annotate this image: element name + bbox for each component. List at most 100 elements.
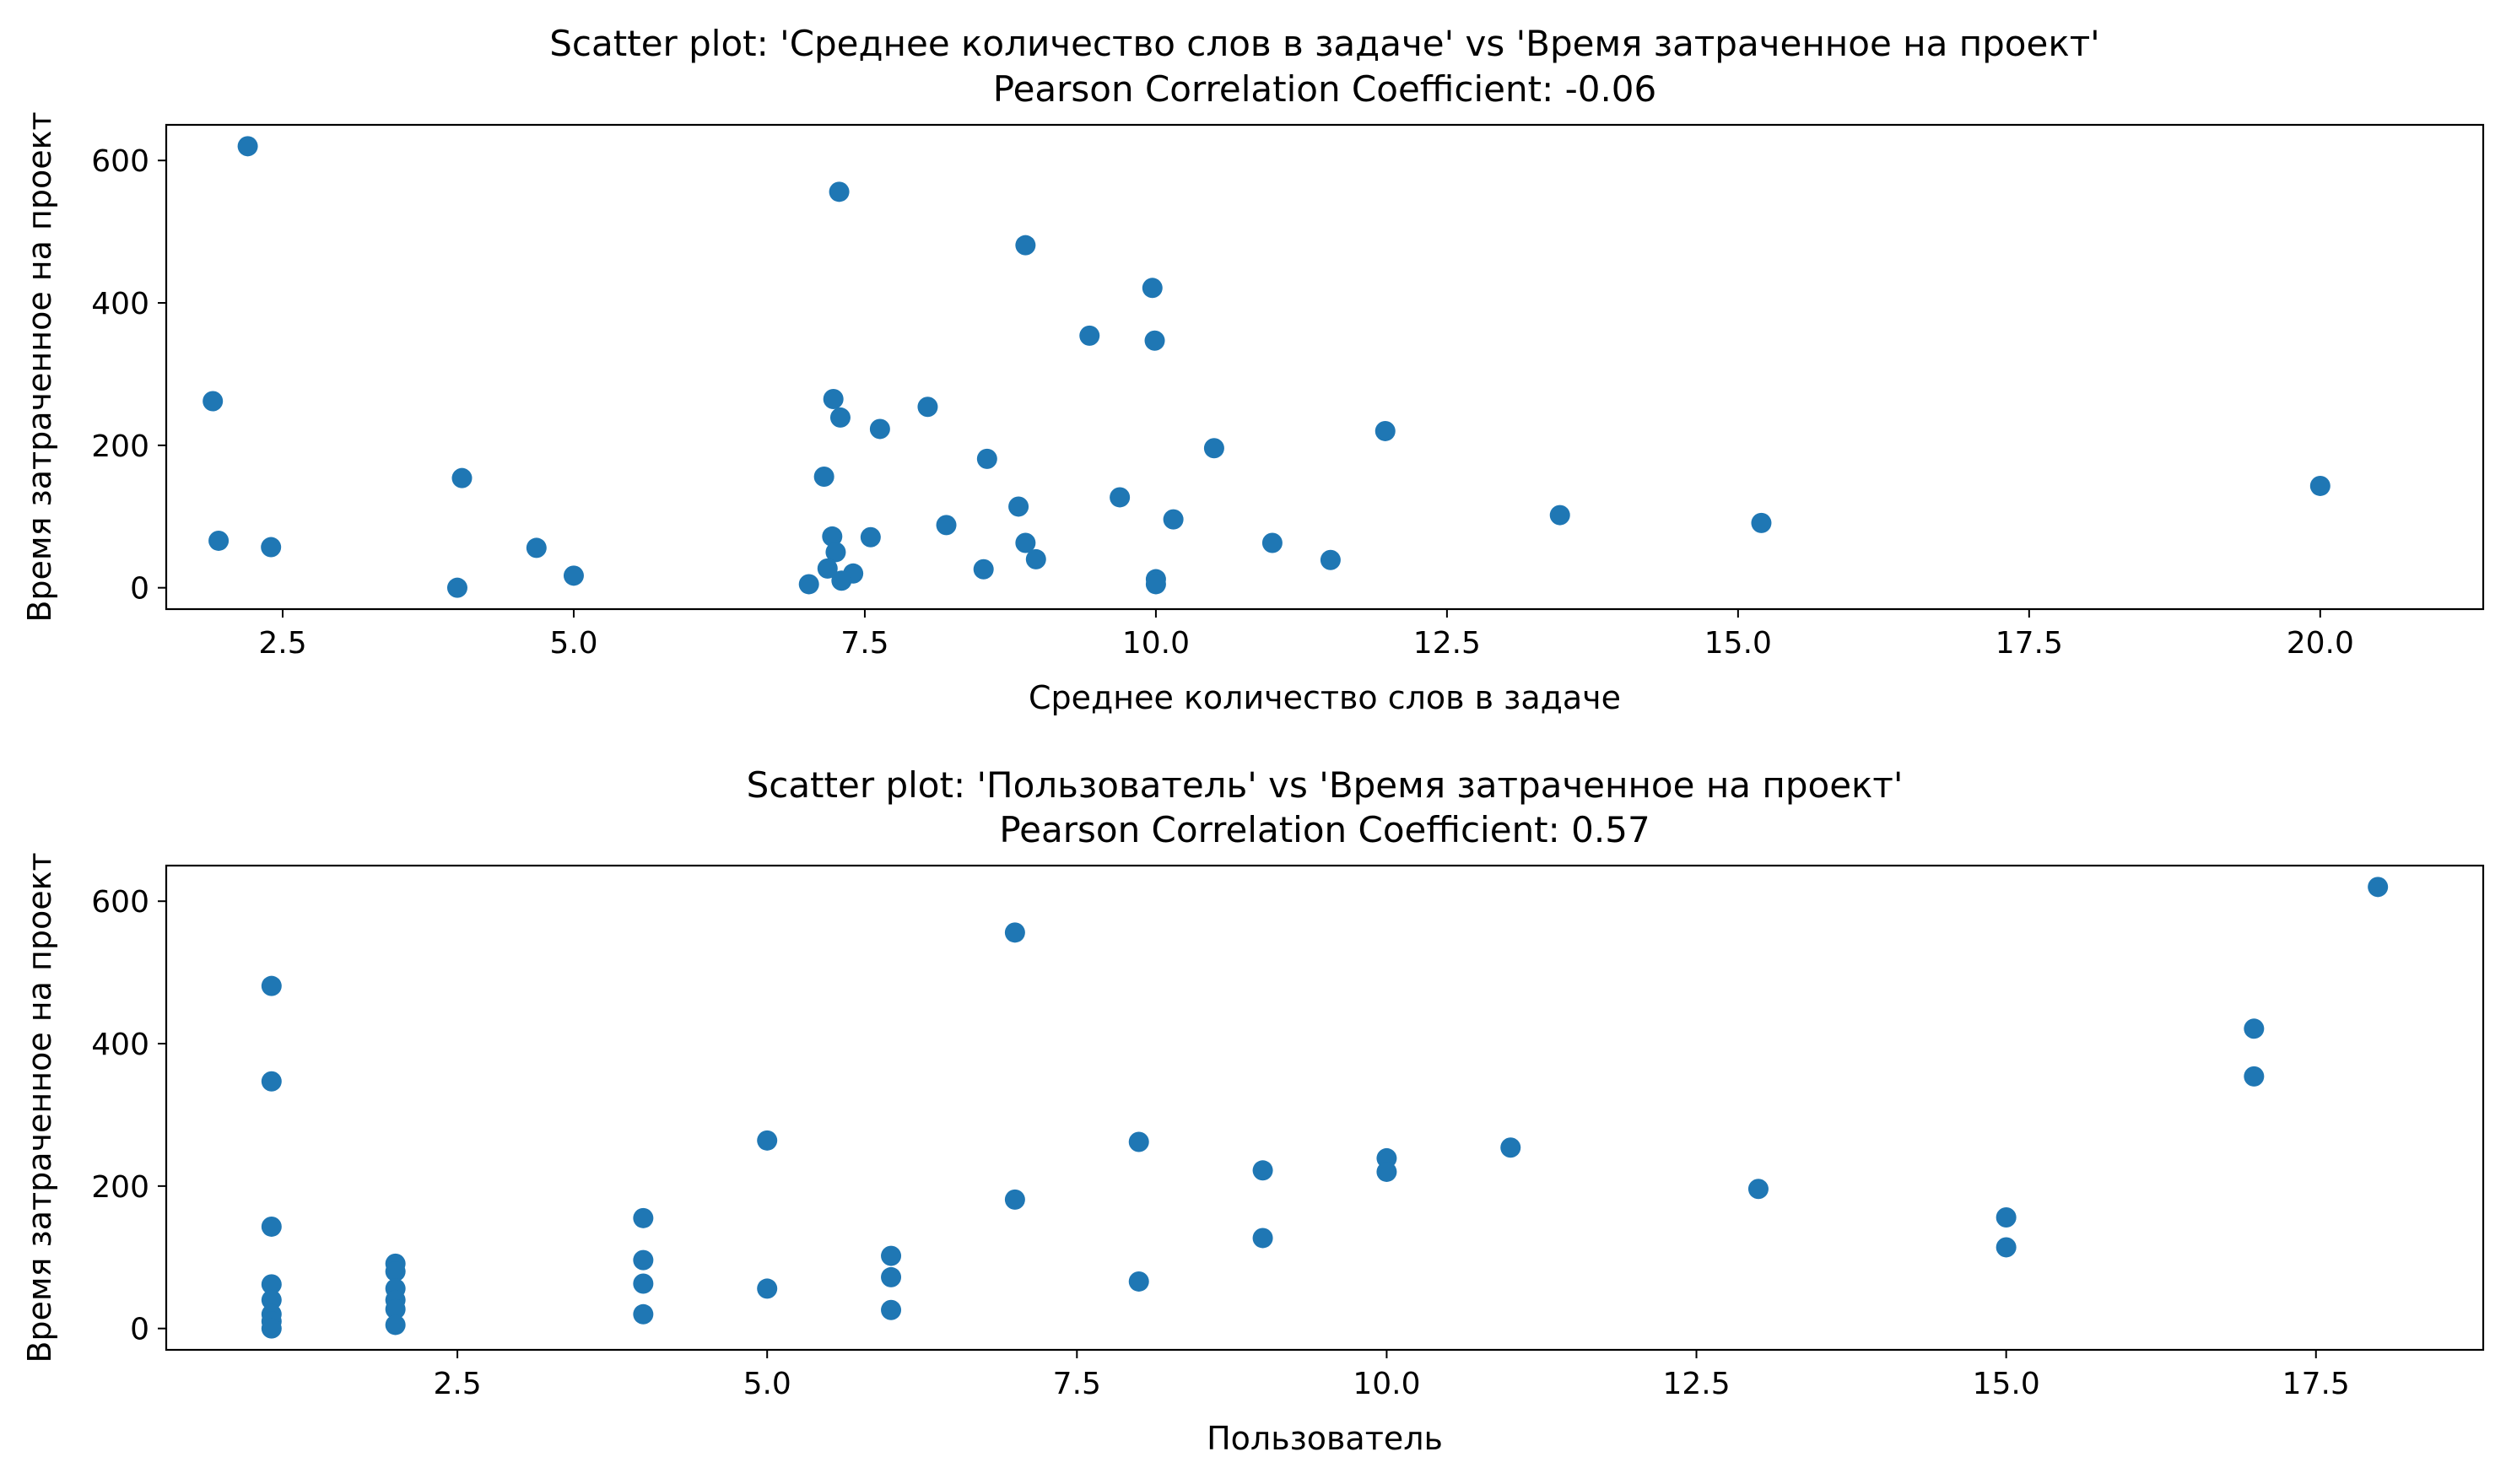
data-point <box>2368 877 2389 898</box>
data-point <box>1128 1271 1149 1292</box>
y-axis-label: Время затраченное на проект <box>21 852 58 1363</box>
data-point <box>881 1245 902 1266</box>
data-point <box>1996 1206 2017 1228</box>
data-point <box>881 1266 902 1287</box>
data-point <box>1252 1160 1273 1181</box>
x-tick-label: 17.5 <box>2282 1367 2350 1401</box>
data-point <box>881 1299 902 1320</box>
x-axis-label: Среднее количество слов в задаче <box>1029 679 1621 716</box>
data-point <box>869 418 890 440</box>
scatter-points <box>203 136 2330 598</box>
data-point <box>526 537 547 559</box>
data-point <box>385 1261 406 1282</box>
x-tick-label: 10.0 <box>1122 626 1190 661</box>
data-point <box>829 407 851 428</box>
y-tick-label: 200 <box>91 1170 149 1205</box>
data-point <box>261 1216 282 1237</box>
data-point <box>2309 475 2330 496</box>
chart-subtitle: Pearson Correlation Coefficient: -0.06 <box>993 68 1657 110</box>
y-tick-label: 600 <box>91 885 149 920</box>
data-point <box>757 1278 778 1299</box>
x-axis-ticks: 2.5 5.0 7.5 10.0 12.5 15.0 17.5 20.0 <box>258 609 2354 661</box>
x-tick-label: 12.5 <box>1413 626 1481 661</box>
x-tick-label: 2.5 <box>258 626 306 661</box>
x-tick-label: 2.5 <box>433 1367 481 1401</box>
y-tick-label: 400 <box>91 1028 149 1062</box>
data-point <box>1004 1189 1025 1210</box>
x-tick-label: 10.0 <box>1353 1367 1420 1401</box>
data-point <box>1996 1237 2017 1258</box>
data-point <box>261 1318 282 1339</box>
data-point <box>973 559 994 580</box>
data-point <box>1163 509 1184 530</box>
data-point <box>1320 549 1341 570</box>
data-point <box>1025 548 1046 569</box>
chart-subtitle: Pearson Correlation Coefficient: 0.57 <box>999 809 1650 850</box>
x-axis-ticks: 2.5 5.0 7.5 10.0 12.5 15.0 17.5 <box>433 1350 2350 1401</box>
data-point <box>831 570 852 591</box>
chart-title: Scatter plot: 'Среднее количество слов в… <box>549 23 2099 64</box>
y-tick-label: 0 <box>130 1313 149 1347</box>
data-point <box>1549 505 1570 526</box>
data-point <box>633 1273 654 1294</box>
data-point <box>261 537 282 558</box>
data-point <box>633 1249 654 1271</box>
data-point <box>1500 1137 1521 1158</box>
data-point <box>261 1071 282 1092</box>
data-point <box>822 526 843 547</box>
data-point <box>563 565 584 586</box>
x-tick-label: 7.5 <box>840 626 888 661</box>
data-point <box>1015 532 1036 553</box>
y-axis-ticks: 0 200 400 600 <box>91 144 166 607</box>
data-point <box>1261 532 1283 553</box>
data-point <box>2244 1066 2265 1087</box>
data-point <box>757 1130 778 1151</box>
data-point <box>451 467 473 488</box>
data-point <box>1110 487 1131 508</box>
scatter-panel-words-vs-time: Scatter plot: 'Среднее количество слов в… <box>21 23 2485 716</box>
data-point <box>2244 1018 2265 1039</box>
data-point <box>1142 278 1163 299</box>
x-tick-label: 12.5 <box>1662 1367 1730 1401</box>
data-point <box>825 542 846 563</box>
data-point <box>385 1314 406 1336</box>
x-tick-label: 15.0 <box>1704 626 1772 661</box>
x-tick-label: 20.0 <box>2287 626 2354 661</box>
data-point <box>817 558 838 579</box>
data-point <box>1144 330 1165 351</box>
data-point <box>1004 922 1025 943</box>
data-point <box>1008 496 1029 517</box>
data-point <box>1747 1179 1769 1200</box>
data-point <box>203 391 224 412</box>
data-point <box>1751 512 1772 533</box>
plot-area-frame <box>165 864 2485 1352</box>
y-tick-label: 0 <box>130 572 149 607</box>
data-point <box>1375 420 1396 441</box>
data-point <box>813 466 834 487</box>
scatter-panel-user-vs-time: Scatter plot: 'Пользователь' vs 'Время з… <box>21 764 2485 1457</box>
data-point <box>936 515 957 536</box>
data-point <box>1376 1161 1397 1182</box>
y-tick-label: 200 <box>91 429 149 464</box>
data-point <box>823 388 844 409</box>
data-point <box>208 530 230 551</box>
data-point <box>1203 438 1224 459</box>
x-tick-label: 5.0 <box>549 626 597 661</box>
data-point <box>917 397 938 418</box>
x-tick-label: 5.0 <box>743 1367 791 1401</box>
data-point <box>237 136 258 157</box>
x-tick-label: 17.5 <box>1996 626 2063 661</box>
data-point <box>1015 235 1036 256</box>
data-point <box>1079 325 1100 346</box>
data-point <box>1252 1228 1273 1249</box>
plot-area-frame <box>165 123 2485 611</box>
y-tick-label: 400 <box>91 287 149 321</box>
y-axis-label: Время затраченное на проект <box>21 111 58 622</box>
data-point <box>633 1303 654 1325</box>
data-point <box>1145 574 1166 595</box>
data-point <box>1128 1131 1149 1152</box>
x-axis-label: Пользователь <box>1207 1420 1443 1457</box>
data-point <box>860 526 881 548</box>
